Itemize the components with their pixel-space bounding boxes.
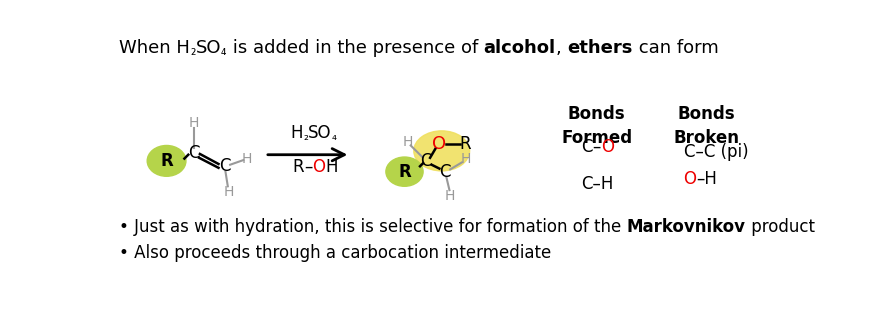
Text: C: C xyxy=(188,144,200,162)
Text: SO: SO xyxy=(195,39,221,57)
Text: • Just as with hydration, this is selective for formation of the: • Just as with hydration, this is select… xyxy=(120,219,627,236)
Text: C: C xyxy=(439,163,451,181)
Text: C: C xyxy=(421,152,432,170)
Text: R: R xyxy=(459,135,471,153)
Text: C–C (pi): C–C (pi) xyxy=(684,143,748,161)
Text: product: product xyxy=(745,219,815,236)
Text: SO: SO xyxy=(308,124,332,142)
Text: alcohol: alcohol xyxy=(483,39,555,57)
Text: is added in the presence of: is added in the presence of xyxy=(226,39,483,57)
Text: O: O xyxy=(312,158,325,176)
Text: H: H xyxy=(402,135,413,149)
Text: ₂: ₂ xyxy=(303,130,308,143)
Text: C: C xyxy=(581,138,593,156)
Text: O: O xyxy=(601,138,614,156)
Ellipse shape xyxy=(386,157,423,186)
Text: O: O xyxy=(432,135,446,153)
Text: Bonds
Formed: Bonds Formed xyxy=(561,106,632,147)
Text: ₄: ₄ xyxy=(332,130,336,143)
Text: R: R xyxy=(398,163,411,181)
Text: –: – xyxy=(593,138,601,156)
Text: R: R xyxy=(292,158,304,176)
Text: O: O xyxy=(684,170,696,188)
Text: R: R xyxy=(160,152,173,170)
Text: H: H xyxy=(325,158,338,176)
Text: H: H xyxy=(188,116,199,130)
Text: Bonds
Broken: Bonds Broken xyxy=(674,106,740,147)
Text: Markovnikov: Markovnikov xyxy=(627,219,745,236)
Text: H: H xyxy=(445,188,456,203)
Text: ethers: ethers xyxy=(568,39,633,57)
Text: –H: –H xyxy=(696,170,717,188)
Text: • Also proceeds through a carbocation intermediate: • Also proceeds through a carbocation in… xyxy=(120,244,552,262)
Text: H: H xyxy=(290,124,303,142)
Text: H: H xyxy=(241,152,252,165)
Text: H: H xyxy=(224,185,234,199)
Ellipse shape xyxy=(414,131,470,171)
Ellipse shape xyxy=(147,145,186,176)
Text: ₂: ₂ xyxy=(190,44,195,58)
Text: C–H: C–H xyxy=(581,175,613,193)
Text: When H: When H xyxy=(120,39,190,57)
Text: C: C xyxy=(219,157,231,175)
Text: –: – xyxy=(304,158,312,176)
Text: ,: , xyxy=(555,39,568,57)
Text: can form: can form xyxy=(633,39,718,57)
Text: ₄: ₄ xyxy=(221,44,226,58)
Text: H: H xyxy=(460,152,471,166)
